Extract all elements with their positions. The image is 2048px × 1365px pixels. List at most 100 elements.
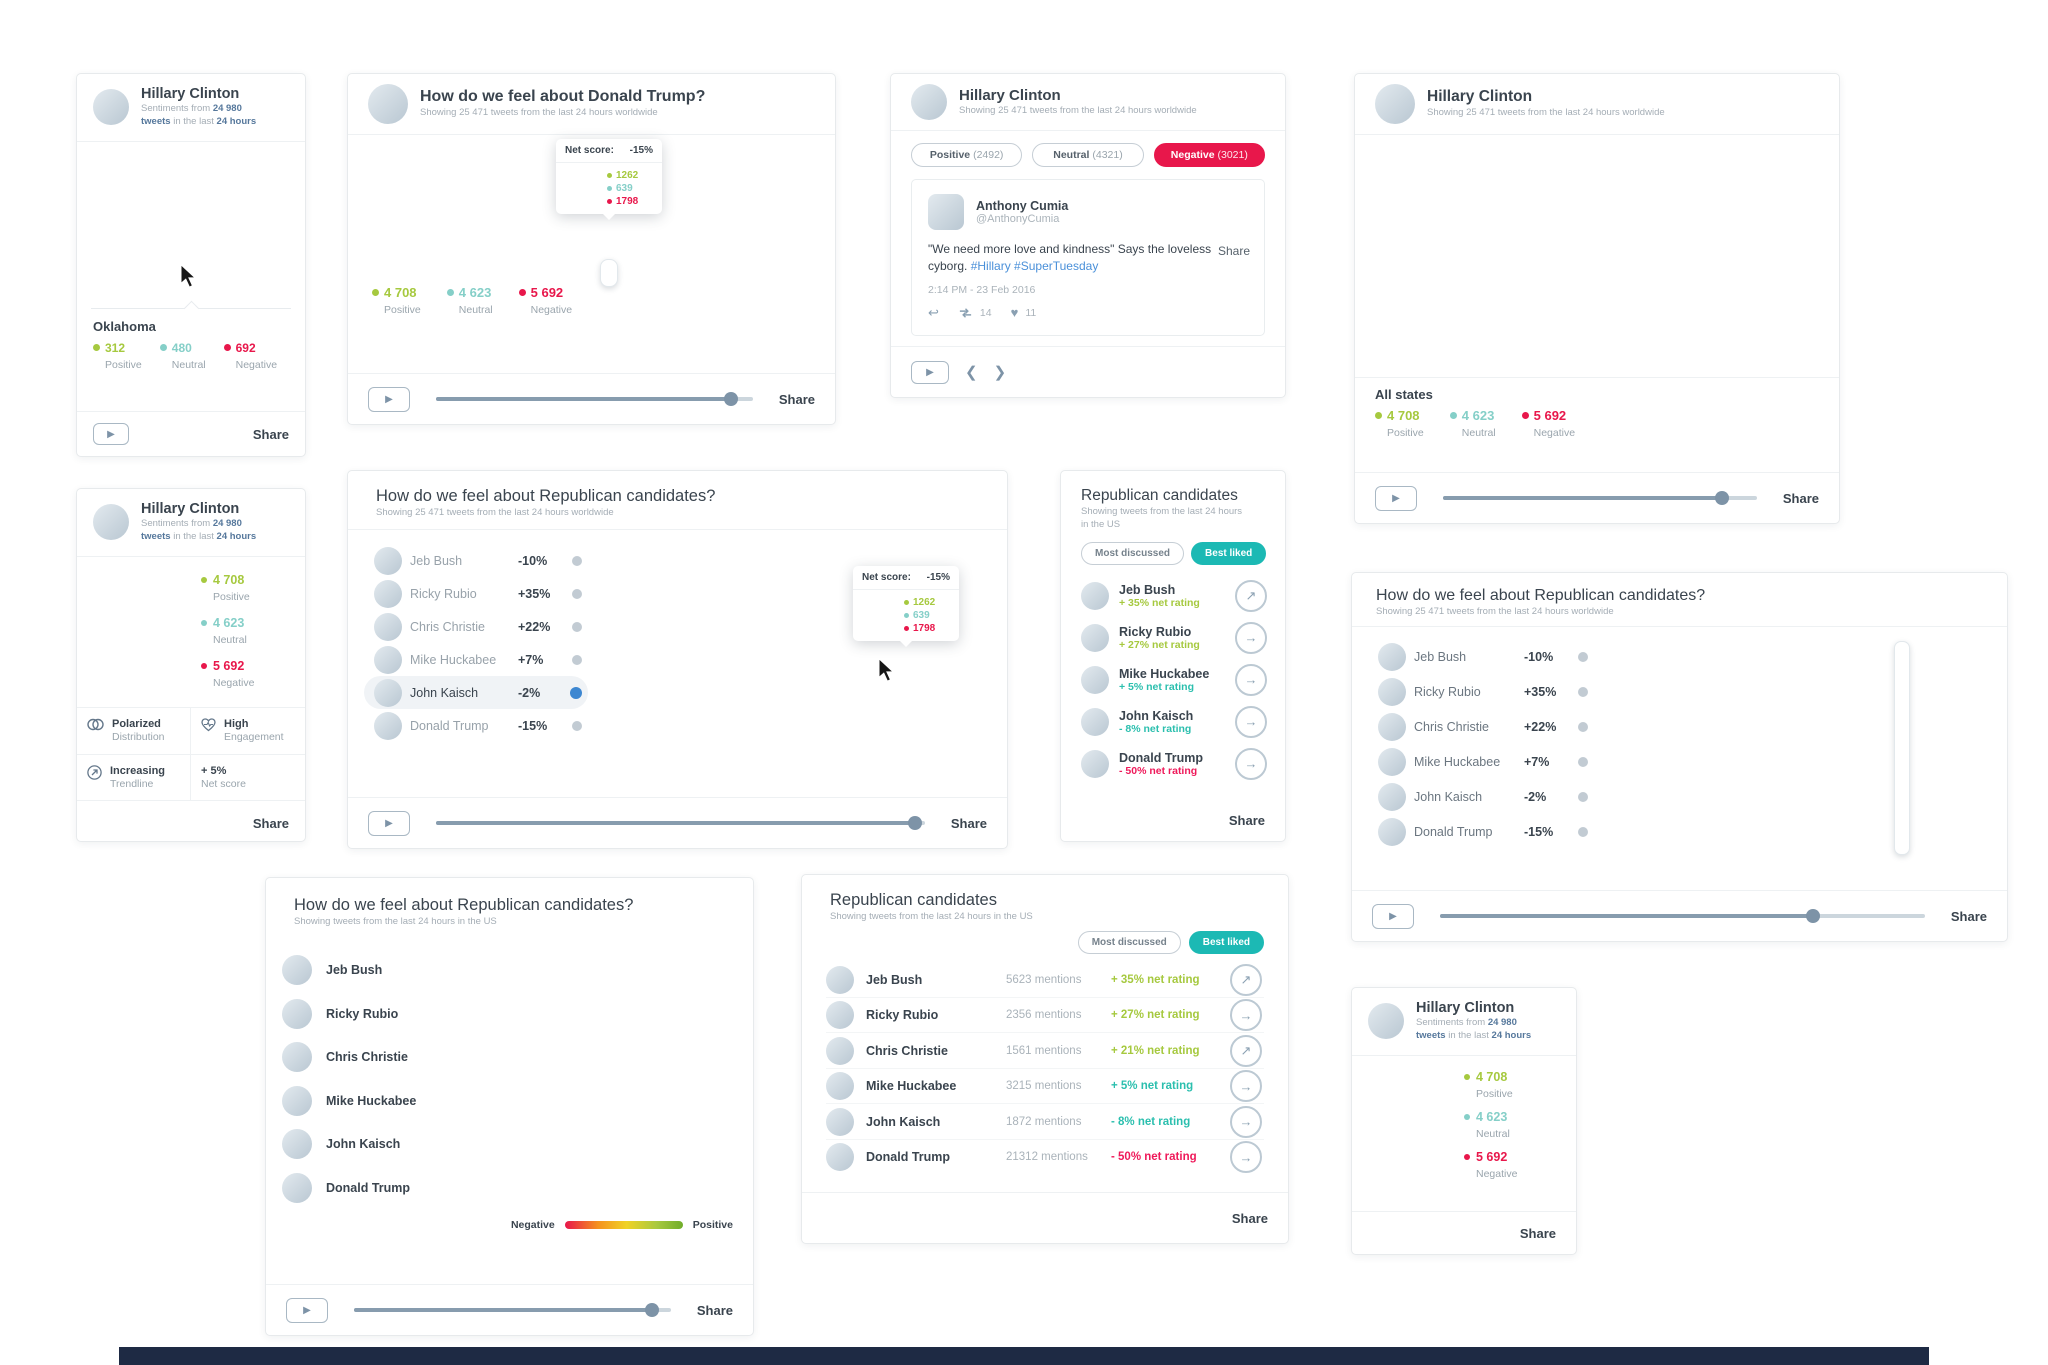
legend-row-ricky-rubio[interactable]: Ricky Rubio +35% [1368,674,1594,709]
stat-positive: 312 Positive [93,341,142,373]
share-button[interactable]: Share [252,426,289,442]
slider-knob[interactable] [644,1303,659,1317]
timeline-slider[interactable] [1443,491,1757,505]
candidate-avatar [282,1129,312,1160]
play-button[interactable]: ▶ [1375,485,1417,511]
play-button[interactable]: ▶ [93,423,129,445]
card-footer: ▶ Share [77,411,305,456]
next-tweet-button[interactable]: ❯ [993,364,1007,381]
share-button[interactable]: Share [1519,1225,1556,1241]
share-button[interactable]: Share [1950,908,1987,924]
open-detail-arrow-icon[interactable]: → [1235,747,1267,780]
slider-knob[interactable] [1806,909,1821,923]
share-button[interactable]: Share [1228,812,1265,828]
share-button[interactable]: Share [1782,490,1819,506]
tab-best-liked[interactable]: Best liked [1191,541,1267,565]
timeline-slider[interactable] [436,816,925,830]
legend-row-donald-trump[interactable]: Donald Trump -15% [1368,814,1594,849]
list-item-john-kaisch[interactable]: John Kaisch - 8% net rating → [1081,701,1267,743]
sentiment-bar-strip[interactable] [446,999,741,1035]
candidate-row-chris-christie[interactable]: Chris Christie +22% [364,610,588,643]
open-detail-arrow-icon[interactable]: ↗ [1230,963,1262,996]
table-row-john-kaisch[interactable]: John Kaisch 1872 mentions - 8% net rating… [826,1104,1264,1140]
share-button[interactable]: Share [252,815,289,831]
like-icon[interactable]: ♥ [1010,305,1019,321]
timeline-slider[interactable] [354,1303,671,1317]
card-subtitle: Showing 25 471 tweets from the last 24 h… [376,507,614,518]
share-button[interactable]: Share [778,391,815,407]
tweet-share-link[interactable]: Share [1217,244,1250,258]
filter-negative[interactable]: Negative (3021) [1153,143,1265,167]
slider-knob[interactable] [908,816,923,830]
table-row-mike-huckabee[interactable]: Mike Huckabee 3215 mentions + 5% net rati… [826,1069,1264,1105]
slider-knob[interactable] [1715,491,1730,505]
tweet-author-handle[interactable]: @AnthonyCumia [976,213,1060,225]
share-button[interactable]: Share [1231,1210,1268,1226]
filter-neutral[interactable]: Neutral (4321) [1032,143,1144,167]
table-row-jeb-bush[interactable]: Jeb Bush 5623 mentions + 35% net rating ↗ [826,962,1264,998]
sentiment-bar-strip[interactable] [446,956,741,992]
candidate-row-jeb-bush[interactable]: Jeb Bush -10% [364,544,588,577]
reply-icon[interactable]: ↩ [928,304,939,320]
candidate-avatar [374,579,402,608]
open-detail-arrow-icon[interactable]: → [1230,1070,1262,1103]
candidate-avatar [826,965,854,994]
retweet-icon[interactable] [958,307,973,319]
slider-knob[interactable] [723,392,738,406]
list-item-ricky-rubio[interactable]: Ricky Rubio + 27% net rating → [1081,617,1267,659]
play-button[interactable]: ▶ [368,810,410,836]
net-score-line-chart[interactable] [1602,639,1987,851]
sentiment-gradient-bar [564,1221,683,1230]
list-item-mike-huckabee[interactable]: Mike Huckabee + 5% net rating → [1081,659,1267,701]
filter-positive[interactable]: Positive (2492) [911,143,1023,167]
sentiment-bar-strip[interactable] [446,1086,741,1122]
list-item-donald-trump[interactable]: Donald Trump - 50% net rating → [1081,743,1267,785]
open-detail-arrow-icon[interactable]: → [1230,1105,1262,1138]
stream-scrub-handle[interactable] [600,259,618,287]
us-sentiment-map[interactable] [1432,155,1762,371]
prev-tweet-button[interactable]: ❮ [965,364,978,381]
play-button[interactable]: ▶ [286,1297,328,1323]
legend-row-mike-huckabee[interactable]: Mike Huckabee +7% [1368,744,1594,779]
card-hillary-map-small: Hillary Clinton Sentiments from 24 980 t… [76,73,306,457]
legend-row-jeb-bush[interactable]: Jeb Bush -10% [1368,639,1594,674]
tab-bar: Most discussed Best liked [1061,538,1285,571]
open-detail-arrow-icon[interactable]: → [1235,621,1267,654]
tab-most-discussed[interactable]: Most discussed [1081,541,1185,565]
play-icon: ▶ [107,428,115,440]
share-button[interactable]: Share [696,1302,733,1318]
open-detail-arrow-icon[interactable]: ↗ [1235,579,1267,612]
open-detail-arrow-icon[interactable]: → [1230,999,1262,1032]
map-detail-notch [91,307,291,309]
open-detail-arrow-icon[interactable]: → [1230,1141,1262,1174]
legend-row-john-kaisch[interactable]: John Kaisch -2% [1368,779,1594,814]
candidate-row-mike-huckabee[interactable]: Mike Huckabee +7% [364,643,588,676]
share-button[interactable]: Share [950,815,987,831]
candidate-row-ricky-rubio[interactable]: Ricky Rubio +35% [364,577,588,610]
candidate-row-donald-trump[interactable]: Donald Trump -15% [364,709,588,742]
table-row-ricky-rubio[interactable]: Ricky Rubio 2356 mentions + 27% net ratin… [826,998,1264,1034]
sentiment-bar-strip[interactable] [446,1173,741,1209]
sentiment-bar-strip[interactable] [446,1043,741,1079]
legend-row-chris-christie[interactable]: Chris Christie +22% [1368,709,1594,744]
open-detail-arrow-icon[interactable]: → [1235,705,1267,738]
timeline-slider[interactable] [436,392,753,406]
table-row-chris-christie[interactable]: Chris Christie 1561 mentions + 21% net ra… [826,1033,1264,1069]
open-detail-arrow-icon[interactable]: ↗ [1230,1034,1262,1067]
tab-best-liked[interactable]: Best liked [1188,931,1264,955]
candidate-avatar [282,998,312,1029]
list-item-jeb-bush[interactable]: Jeb Bush + 35% net rating ↗ [1081,575,1267,617]
timeline-slider[interactable] [1440,909,1925,923]
open-detail-arrow-icon[interactable]: → [1235,663,1267,696]
candidate-row-john-kaisch-selected[interactable]: John Kaisch -2% [364,676,588,710]
tab-most-discussed[interactable]: Most discussed [1077,931,1181,955]
play-button[interactable]: ▶ [911,360,949,384]
play-button[interactable]: ▶ [368,386,410,412]
table-row-donald-trump[interactable]: Donald Trump 21312 mentions - 50% net rat… [826,1140,1264,1175]
sentiment-bar-strip[interactable] [446,1130,741,1166]
card-footer: ▶ Share [348,797,1007,848]
play-button[interactable]: ▶ [1372,903,1414,929]
card-republican-lines-color: How do we feel about Republican candidat… [1351,572,2008,942]
tweet-hashtags[interactable]: #Hillary #SuperTuesday [970,259,1099,274]
chart-scrubber-handle[interactable] [1894,641,1910,856]
